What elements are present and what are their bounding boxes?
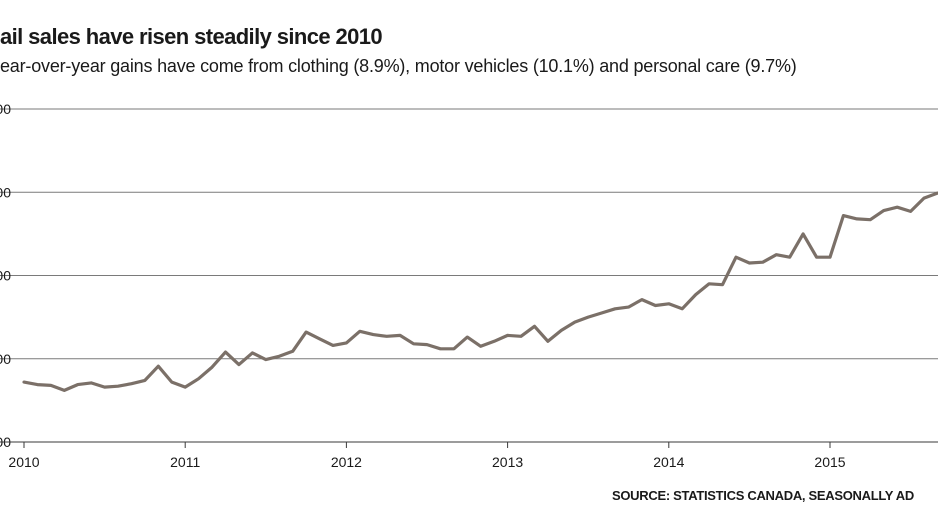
data-point-61 [842, 214, 845, 217]
chart-subtitle: ear-over-year gains have come from cloth… [0, 56, 797, 76]
data-point-14 [211, 366, 214, 369]
data-point-33 [466, 336, 469, 339]
data-point-9 [143, 379, 146, 382]
x-tick-label-1: 2011 [170, 454, 200, 470]
data-point-5 [90, 381, 93, 384]
data-point-32 [452, 347, 455, 350]
data-point-53 [735, 256, 738, 259]
x-tick-label-4: 2014 [653, 454, 684, 470]
data-point-42 [587, 316, 590, 319]
data-point-29 [412, 342, 415, 345]
data-point-47 [654, 304, 657, 307]
data-point-19 [278, 355, 281, 358]
data-point-38 [533, 325, 536, 328]
data-point-52 [721, 283, 724, 286]
data-point-62 [855, 217, 858, 220]
data-point-20 [291, 350, 294, 353]
data-point-18 [264, 358, 267, 361]
data-point-39 [546, 340, 549, 343]
data-point-48 [667, 302, 670, 305]
data-point-10 [157, 365, 160, 368]
y-axis-tick-labels: 000000000000000 [0, 101, 11, 450]
data-point-0 [23, 381, 26, 384]
data-point-31 [439, 347, 442, 350]
y-tick-label-2: 000 [0, 268, 11, 284]
data-point-27 [385, 335, 388, 338]
data-point-58 [802, 232, 805, 235]
source-note: SOURCE: STATISTICS CANADA, SEASONALLY AD [612, 488, 914, 503]
x-tick-label-0: 2010 [8, 454, 39, 470]
data-point-2 [49, 384, 52, 387]
data-point-1 [36, 383, 39, 386]
data-point-45 [627, 306, 630, 309]
data-point-3 [63, 389, 66, 392]
y-tick-label-1: 000 [0, 351, 11, 367]
x-tick-label-5: 2015 [814, 454, 845, 470]
data-point-60 [829, 256, 832, 259]
data-point-37 [520, 335, 523, 338]
data-point-64 [882, 209, 885, 212]
data-point-34 [479, 345, 482, 348]
x-tick-label-3: 2013 [492, 454, 523, 470]
data-point-56 [775, 253, 778, 256]
data-point-30 [426, 343, 429, 346]
x-tick-label-2: 2012 [331, 454, 362, 470]
data-point-43 [600, 312, 603, 315]
x-axis: 2010 2011 2012 2013 2014 2015 [0, 441, 938, 470]
data-point-49 [681, 307, 684, 310]
data-point-28 [399, 334, 402, 337]
data-point-66 [909, 210, 912, 213]
data-point-17 [251, 351, 254, 354]
data-point-23 [332, 344, 335, 347]
data-point-54 [748, 262, 751, 265]
data-point-6 [103, 386, 106, 389]
data-point-59 [815, 256, 818, 259]
data-point-15 [224, 351, 227, 354]
gridlines [0, 108, 938, 443]
data-point-63 [869, 218, 872, 221]
data-point-16 [237, 363, 240, 366]
data-point-26 [372, 333, 375, 336]
data-point-7 [117, 385, 120, 388]
data-point-12 [184, 386, 187, 389]
data-point-57 [788, 256, 791, 259]
data-point-21 [305, 331, 308, 334]
series-layer [22, 191, 938, 392]
data-point-40 [560, 329, 563, 332]
y-tick-label-3: 000 [0, 184, 11, 200]
data-point-46 [640, 298, 643, 301]
data-point-4 [76, 383, 79, 386]
data-point-22 [318, 337, 321, 340]
data-point-25 [358, 330, 361, 333]
data-point-55 [761, 261, 764, 264]
data-point-44 [614, 307, 617, 310]
data-point-50 [694, 293, 697, 296]
data-point-11 [170, 381, 173, 384]
chart-title: ail sales have risen steadily since 2010 [0, 24, 383, 49]
data-point-67 [923, 197, 926, 200]
data-point-65 [896, 206, 899, 209]
data-point-41 [573, 321, 576, 324]
data-point-35 [493, 340, 496, 343]
data-point-13 [197, 377, 200, 380]
data-point-24 [345, 341, 348, 344]
data-point-36 [506, 334, 509, 337]
series-line-0 [22, 191, 938, 392]
y-tick-label-4: 000 [0, 101, 11, 117]
data-point-51 [708, 282, 711, 285]
data-point-8 [130, 382, 133, 385]
